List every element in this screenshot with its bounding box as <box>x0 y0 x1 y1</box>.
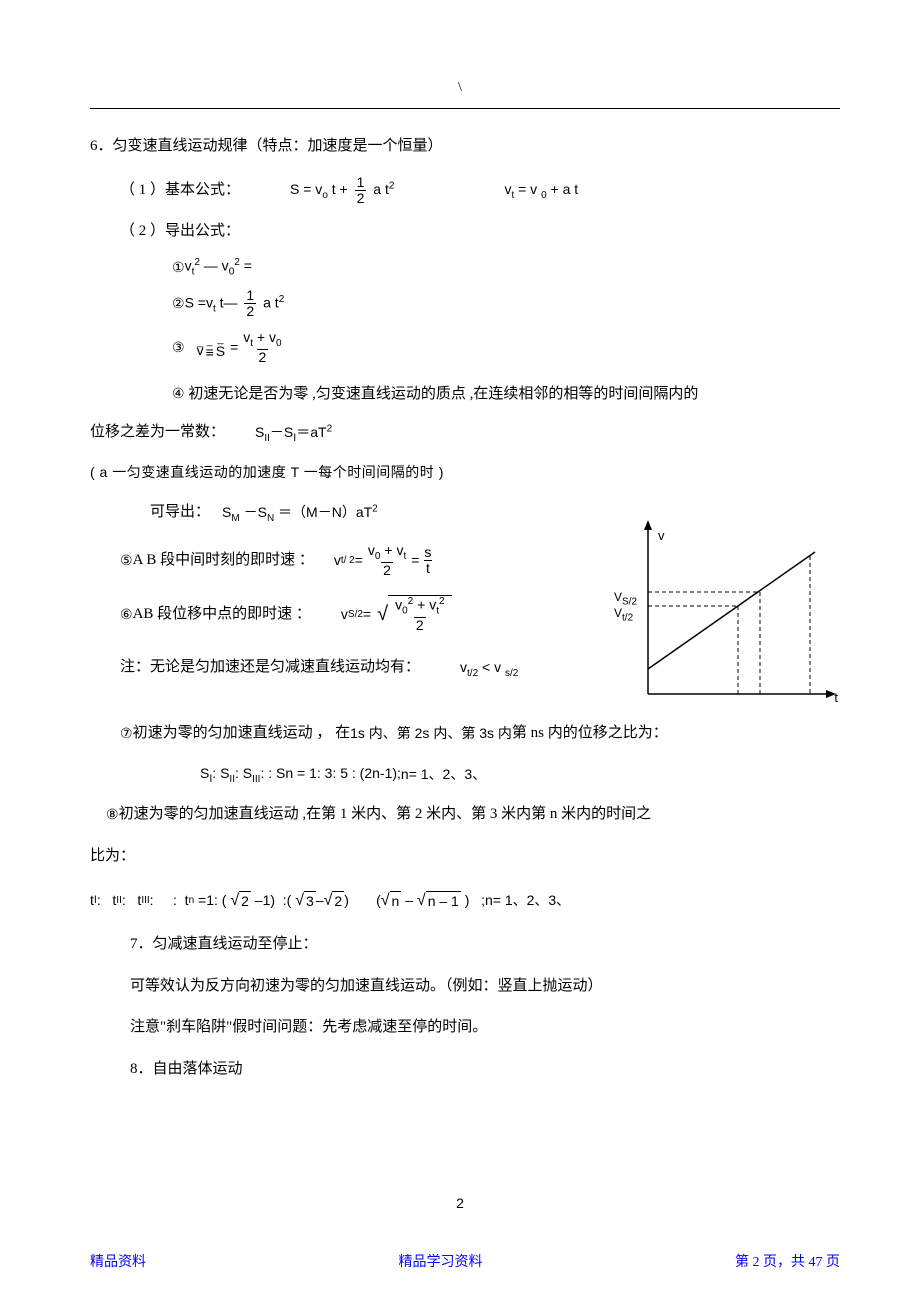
derive-8: ⑧ 初速为零的匀加速直线运动 ,在第 1 米内、第 2 米内、第 3 米内 第 … <box>90 796 840 834</box>
d4b-text: ( a 一匀变速直线运动的加速度 T 一每个时间间隔的时 ) <box>90 455 444 490</box>
derive-2: ② S =vt t— 12 a t2 <box>90 288 840 320</box>
d4-t1: 初速无论是否为零 <box>188 386 308 402</box>
sub1-label: （ 1 ）基本公式： <box>120 172 240 210</box>
d2-num: ② <box>172 295 185 312</box>
d7-t3: 第 ns 内的位移之比为： <box>512 715 668 753</box>
d7-num: ⑦ <box>120 716 133 751</box>
heading-6-text: 6．匀变速直线运动规律（特点：加速度是一个恒量） <box>90 128 443 166</box>
footer-center: 精品学习资料 <box>399 1251 483 1271</box>
graph-xlabel: t <box>834 682 838 715</box>
d4-t3: ,在连续相邻的相等的时间间隔内的 <box>470 386 699 402</box>
sub2-label: （ 2 ）导出公式： <box>90 213 840 251</box>
heading-8: 8．自由落体运动 <box>90 1051 840 1089</box>
formula-basic: （ 1 ）基本公式： S = vo t + 12 a t2 vt = v 0 +… <box>90 172 840 210</box>
d4-t2: ,匀变速直线运动的质点 <box>312 386 466 402</box>
d4c-pre: 可导出： <box>150 494 210 532</box>
heading-7: 7．匀减速直线运动至停止： <box>90 926 840 964</box>
note-pre: 注：无论是匀加速还是匀减速直线运动均有： <box>120 649 420 687</box>
d4-num: ④ <box>172 385 185 401</box>
heading-7a: 可等效认为反方向初速为零的匀加速直线运动。（例如：竖直上抛运动） <box>90 968 840 1006</box>
d4-eq: SII－SⅠ＝aT2 <box>255 415 332 451</box>
d7-end: n= 1、2、3、 <box>401 757 486 792</box>
footer-right: 第 2 页，共 47 页 <box>735 1251 840 1271</box>
d6-text: AB 段位移中点的即时速 ： <box>133 596 311 634</box>
ratio-eq: tⅠ: tII: tIII: : tn =1: ( √2 –1) :( √3 –… <box>90 883 485 918</box>
h7a-text: 可等效认为反方向初速为零的匀加速直线运动。（例如：竖直上抛运动） <box>130 968 603 1006</box>
d3-eq: _v _ ≡ _S = vt + v0 2 <box>197 330 287 365</box>
d5-text: A B 段中间时刻的即时速 ： <box>133 542 314 580</box>
d8-t1: 初速为零的匀加速直线运动 ,在第 1 米内、第 2 米内、第 3 米内 <box>119 796 532 834</box>
ratio-end: n= 1、2、3、 <box>485 883 570 918</box>
derive-7-line2: SⅠ: SII: SIII: : Sn = 1: 3: 5 : (2n-1); … <box>90 756 840 792</box>
derive-1: ① vt2 — v02 = <box>90 257 840 278</box>
heading-6: 6．匀变速直线运动规律（特点：加速度是一个恒量） <box>90 128 840 166</box>
derive-4-line2: 位移之差为一常数： SII－SⅠ＝aT2 <box>90 414 840 452</box>
h8-text: 8．自由落体运动 <box>130 1051 243 1089</box>
d6-num: ⑥ <box>120 597 133 632</box>
ratio-row: tⅠ: tII: tIII: : tn =1: ( √2 –1) :( √3 –… <box>90 883 840 918</box>
derive-7: ⑦ 初速为零的匀加速直线运动 ， 在 1s 内、第 2s 内、第 3s 内 第 … <box>90 715 840 753</box>
sub2-text: （ 2 ）导出公式： <box>120 213 240 251</box>
d8-num: ⑧ <box>106 797 119 832</box>
velocity-time-graph: v t VS/2 Vt/2 <box>610 514 840 714</box>
graph-label-vt2: Vt/2 <box>614 598 633 630</box>
content: 6．匀变速直线运动规律（特点：加速度是一个恒量） （ 1 ）基本公式： S = … <box>90 128 840 1092</box>
d6-eq: vS/2= √ v02 + vt2 2 <box>341 595 452 633</box>
derive-8-line2: 比为： <box>90 838 840 876</box>
d7-t2: 1s 内、第 2s 内、第 3s 内 <box>350 716 512 751</box>
d7-t1: 初速为零的匀加速直线运动 ， 在 <box>133 715 351 753</box>
header-mark: \ <box>458 80 462 96</box>
page-number: 2 <box>456 1195 464 1211</box>
d2-eq: S =vt t— 12 a t2 <box>185 288 285 320</box>
d1-eq: vt2 — v02 = <box>185 257 252 278</box>
graph-svg <box>610 514 840 714</box>
d7-eq: SⅠ: SII: SIII: : Sn = 1: 3: 5 : (2n-1); <box>200 756 401 792</box>
footer: 精品资料 精品学习资料 第 2 页，共 47 页 <box>90 1251 840 1271</box>
d8-l2: 比为： <box>90 838 135 876</box>
heading-7b: 注意"刹车陷阱"假时间问题：先考虑减速至停的时间。 <box>90 1009 840 1047</box>
d3-num: ③ <box>172 339 185 356</box>
derive-4b: ( a 一匀变速直线运动的加速度 T 一每个时间间隔的时 ) <box>90 455 840 490</box>
eq-s: S = vo t + 12 a t2 <box>290 172 394 208</box>
d4-l2-text: 位移之差为一常数： <box>90 414 225 452</box>
derive-4: ④ 初速无论是否为零 ,匀变速直线运动的质点 ,在连续相邻的相等的时间间隔内的 <box>90 375 840 414</box>
eq-v: vt = v 0 + a t <box>504 172 578 208</box>
footer-left: 精品资料 <box>90 1251 146 1271</box>
d1-num: ① <box>172 259 185 276</box>
d8-t2: 第 n 米内的时间之 <box>531 796 651 834</box>
d5-num: ⑤ <box>120 543 133 578</box>
graph-ylabel: v <box>658 520 665 553</box>
h7b-text: 注意"刹车陷阱"假时间问题：先考虑减速至停的时间。 <box>130 1009 487 1047</box>
d4c-eq: SM －SN ＝（M－N）aT2 <box>222 495 378 531</box>
note-eq: vt/2 < v s/2 <box>460 650 518 686</box>
derive-3: ③ _v _ ≡ _S = vt + v0 2 <box>90 330 840 365</box>
h7-text: 7．匀减速直线运动至停止： <box>130 926 318 964</box>
header-rule <box>90 108 840 109</box>
d5-eq: vt/ 2 = v0 + vt 2 = st <box>334 543 437 578</box>
